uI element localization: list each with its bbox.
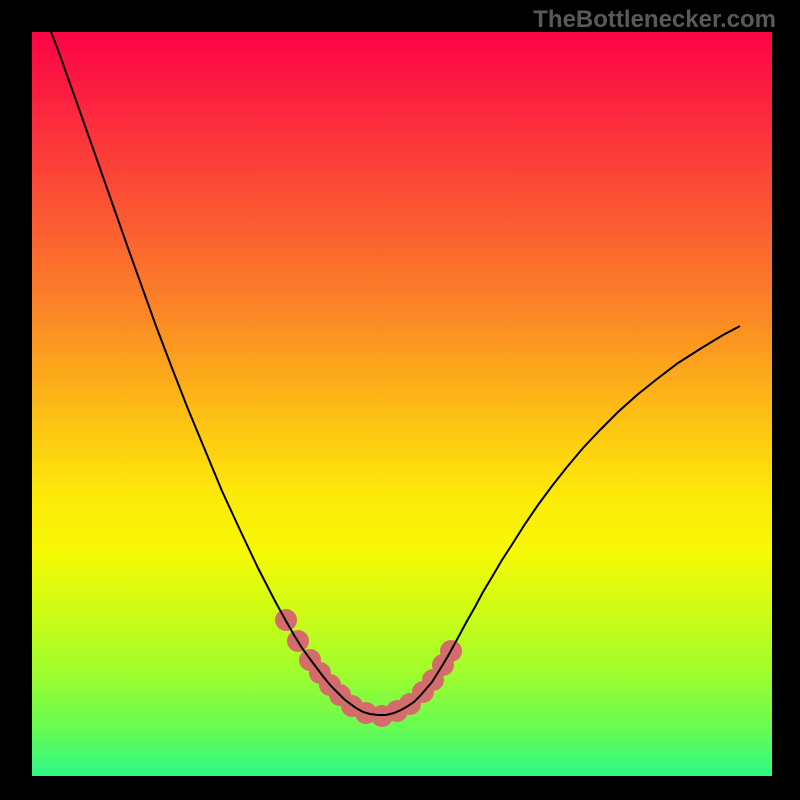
markers-layer [275, 609, 462, 727]
plot-area [32, 32, 772, 776]
bottleneck-curve [39, 32, 740, 715]
watermark-text: TheBottlenecker.com [533, 6, 776, 34]
chart-svg [32, 32, 772, 776]
